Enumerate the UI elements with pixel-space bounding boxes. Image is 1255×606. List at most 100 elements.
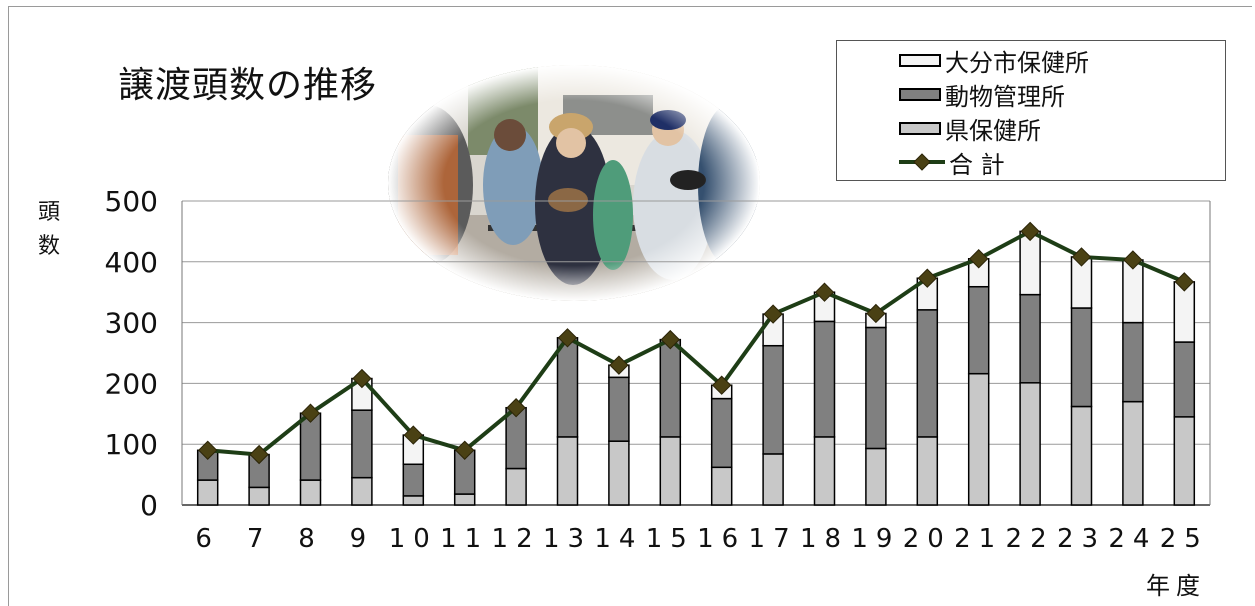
y-axis-label: 頭数 <box>38 196 60 264</box>
legend-label-animal-center: 動物管理所 <box>945 82 1065 111</box>
x-tick-label: 16 <box>697 524 746 554</box>
y-tick-label: 200 <box>105 367 158 400</box>
total-point <box>454 440 475 460</box>
bar-segment-0 <box>299 479 322 506</box>
bar-segment-1 <box>916 309 939 438</box>
bar-segment-1 <box>813 320 836 438</box>
legend-label-oita-city: 大分市保健所 <box>945 48 1089 77</box>
x-axis-label: 年度 <box>1146 572 1206 600</box>
bar-segment-1 <box>608 376 630 442</box>
x-tick-labels: 6 7 8 9 10 11 12 13 14 15 16 17 18 19 20 21 22 23 24 25 <box>195 524 1209 554</box>
bar-segment-1 <box>967 285 990 375</box>
bar-segment-0 <box>1122 400 1144 506</box>
total-point <box>403 425 424 445</box>
bar-segment-0 <box>196 479 219 506</box>
x-tick-label: 7 <box>247 524 272 554</box>
x-tick-label: 22 <box>1006 524 1055 554</box>
total-point <box>506 398 526 418</box>
legend-label-total: 合 計 <box>949 150 1005 179</box>
bar-segment-1 <box>865 326 887 450</box>
bar-segment-1 <box>1122 321 1144 403</box>
y-axis-label-char-1: 頭数 <box>38 196 60 264</box>
total-point <box>917 268 938 288</box>
bar-segment-0 <box>453 493 476 506</box>
legend-item-prefecture: 県保健所 <box>899 113 1041 145</box>
y-tick-label: 0 <box>140 489 158 522</box>
bar-segment-1 <box>402 463 425 497</box>
y-tick-label: 300 <box>105 307 158 340</box>
legend-swatch-total <box>899 153 945 171</box>
legend-swatch-oita-city <box>899 53 941 67</box>
total-point <box>660 329 681 350</box>
bar-segment-1 <box>556 337 579 438</box>
bar-segment-1 <box>1173 341 1196 418</box>
bar-segment-0 <box>710 466 733 506</box>
bar-segment-1 <box>351 409 373 479</box>
x-tick-label: 25 <box>1160 524 1209 554</box>
total-point <box>300 403 321 423</box>
total-point <box>1071 247 1092 267</box>
total-point <box>711 375 732 395</box>
legend-item-animal-center: 動物管理所 <box>899 79 1065 111</box>
y-tick-label: 500 <box>105 185 158 218</box>
bar-segment-1 <box>299 412 322 481</box>
bar-segment-0 <box>351 476 373 506</box>
bar-segment-0 <box>1019 382 1041 506</box>
x-tick-label: 23 <box>1057 524 1106 554</box>
bar-segment-0 <box>762 453 784 506</box>
y-tick-label: 100 <box>105 428 158 461</box>
y-tick-labels: 0 100 200 300 400 500 <box>105 185 158 522</box>
total-point <box>557 328 578 348</box>
x-tick-label: 6 <box>195 524 220 554</box>
bar-segment-0 <box>248 486 270 506</box>
x-tick-label: 14 <box>594 524 643 554</box>
bar-segment-0 <box>608 440 630 506</box>
bar-segment-1 <box>1070 307 1093 408</box>
bar-segment-1 <box>710 397 733 469</box>
x-tick-label: 21 <box>954 524 1003 554</box>
legend-swatch-animal-center <box>899 87 941 101</box>
bars <box>196 230 1196 506</box>
y-axis-label-char: 頭 <box>38 200 61 225</box>
bar-segment-1 <box>1019 293 1041 384</box>
grid-lines <box>181 200 1211 506</box>
total-point <box>249 444 269 465</box>
x-tick-label: 11 <box>440 524 489 554</box>
bar-segment-0 <box>1070 405 1093 506</box>
bar-segment-0 <box>505 467 527 506</box>
total-line <box>197 221 1195 465</box>
bar-segment-0 <box>402 495 425 506</box>
legend-item-oita-city: 大分市保健所 <box>899 45 1089 77</box>
legend-item-total: 合 計 <box>899 147 1005 179</box>
x-tick-label: 18 <box>800 524 849 554</box>
x-tick-label: 13 <box>543 524 592 554</box>
bar-segment-0 <box>916 436 939 506</box>
total-point <box>352 368 372 389</box>
x-tick-label: 10 <box>389 524 438 554</box>
chart-title: 譲渡頭数の推移 <box>118 65 378 106</box>
bar-segment-1 <box>762 344 784 455</box>
x-tick-label: 15 <box>646 524 695 554</box>
y-tick-label: 400 <box>105 246 158 279</box>
legend-swatch-prefecture <box>899 121 941 135</box>
bar-segment-1 <box>659 338 682 438</box>
legend-label-prefecture: 県保健所 <box>945 116 1041 145</box>
x-tick-label: 24 <box>1108 524 1157 554</box>
total-point <box>968 249 989 269</box>
bar-segment-0 <box>967 372 990 506</box>
legend: 大分市保健所 動物管理所 県保健所 合 計 <box>836 40 1226 181</box>
bar-segment-0 <box>1173 416 1196 506</box>
chart-frame <box>8 6 1252 606</box>
total-point <box>1174 272 1195 292</box>
total-series-line <box>207 229 1186 457</box>
total-point <box>763 304 783 324</box>
bar-segment-0 <box>813 436 836 506</box>
x-tick-label: 20 <box>903 524 952 554</box>
total-point <box>1123 250 1143 270</box>
total-point <box>1020 221 1040 242</box>
total-point <box>197 440 218 460</box>
x-tick-label: 19 <box>851 524 900 554</box>
y-axis-label-char: 数 <box>38 234 61 259</box>
total-point <box>609 355 629 375</box>
